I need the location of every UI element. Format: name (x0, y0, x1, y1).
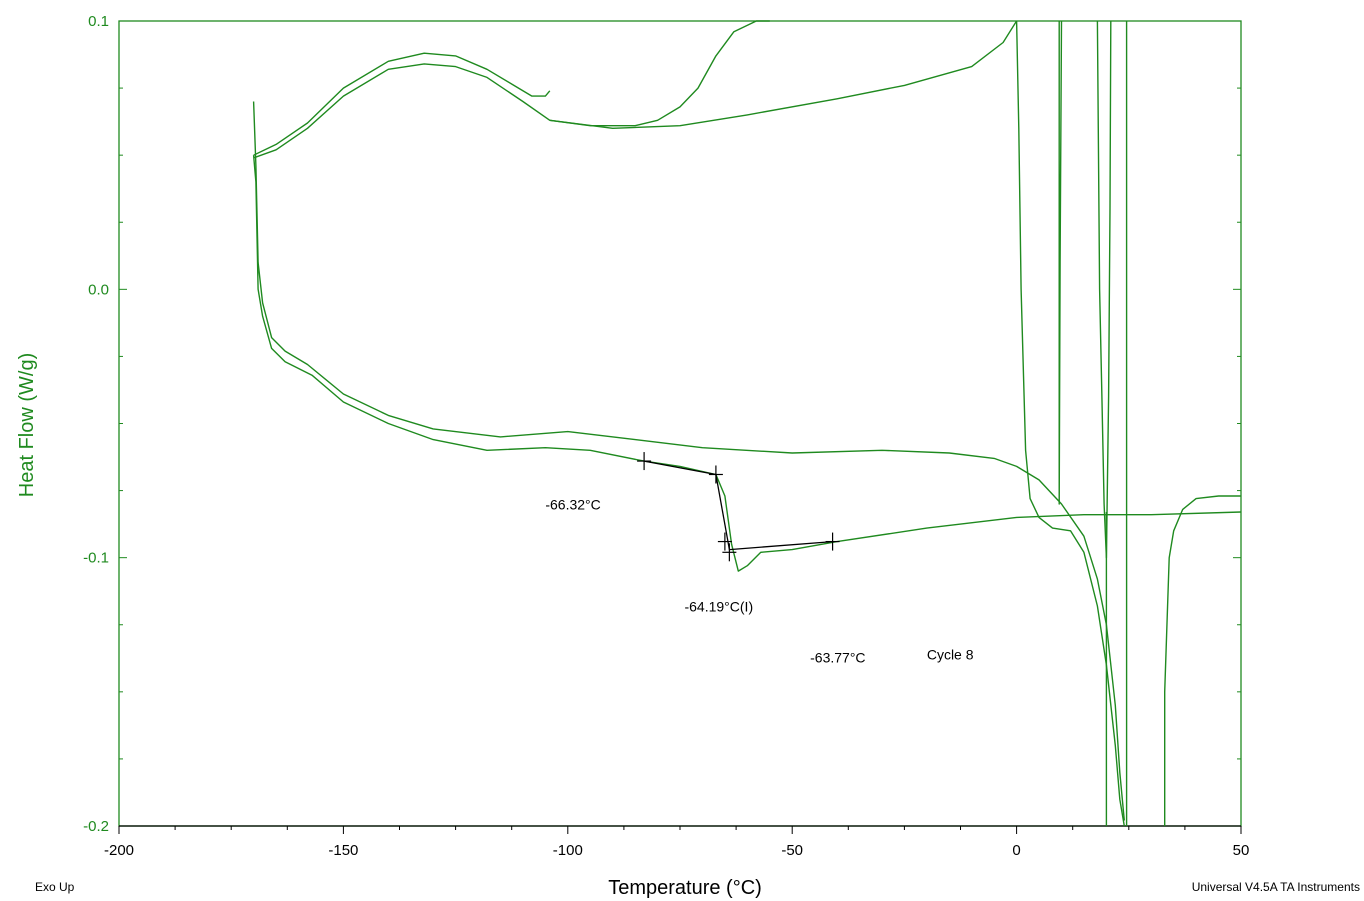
y-tick-label: -0.2 (83, 818, 109, 835)
analysis-line-3 (729, 540, 833, 551)
cross-marker (825, 532, 840, 551)
x-tick-label: 50 (1233, 842, 1250, 859)
series-line-8 (1096, 20, 1112, 559)
cross-marker (722, 543, 737, 562)
y-tick-label: -0.1 (83, 550, 109, 567)
cross-marker (717, 532, 732, 551)
y-axis-title: Heat Flow (W/g) (16, 353, 38, 497)
series-line-3 (549, 20, 1018, 129)
analysis-group (643, 460, 833, 551)
annotation-label: -64.19°C(I) (684, 598, 753, 614)
annotation-group: -66.32°C -64.19°C(I) -63.77°C Cycle 8 (545, 496, 973, 665)
x-tick-label: 0 (1012, 842, 1020, 859)
x-tick-label: -200 (104, 842, 134, 859)
analysis-line-2 (715, 474, 731, 550)
series-line-4 (252, 101, 1125, 821)
series-line-7 (1058, 20, 1063, 505)
x-tick-label: -100 (553, 842, 583, 859)
series-line-5 (252, 155, 1242, 572)
x-tick-label: -150 (328, 842, 358, 859)
annotation-label: -63.77°C (810, 649, 865, 665)
x-tick-label: -50 (781, 842, 803, 859)
annotation-label: -66.32°C (545, 496, 600, 512)
series-line-6 (1015, 20, 1125, 827)
y-tick-label: 0.0 (88, 281, 109, 298)
instrument-label: Universal V4.5A TA Instruments (1192, 880, 1360, 894)
series-line-2 (253, 20, 770, 159)
analysis-line-1 (643, 460, 717, 476)
exo-up-label: Exo Up (35, 880, 75, 894)
series-line-1 (253, 52, 551, 156)
x-axis-title: Temperature (°C) (608, 877, 762, 899)
x-axis-ticks: -200 -150 -100 -50 0 50 (104, 825, 1250, 859)
cross-marker (708, 465, 723, 484)
marker-group (637, 452, 840, 562)
series-line-10 (1164, 495, 1241, 826)
cross-marker (637, 452, 652, 471)
annotation-label: Cycle 8 (927, 647, 974, 663)
y-axis-ticks: 0.1 0.0 -0.1 -0.2 (83, 13, 1241, 835)
y-tick-label: 0.1 (88, 13, 109, 30)
series-group (252, 20, 1242, 827)
